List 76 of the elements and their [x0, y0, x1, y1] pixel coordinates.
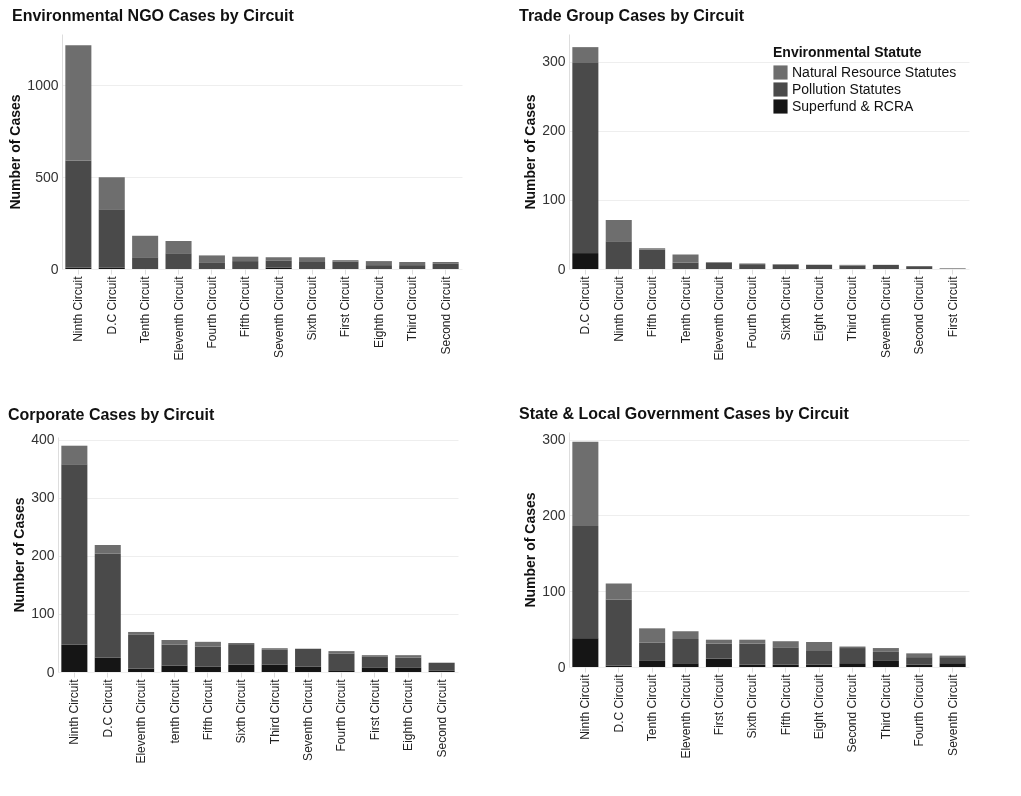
y-tick-label: 300	[31, 489, 55, 506]
x-tick-label: Sixth Circuit	[778, 275, 793, 341]
x-tick-label: Eleventh Circuit	[171, 275, 186, 361]
x-tick-label: Fifth Circuit	[778, 673, 793, 736]
x-tick-label: D.C Circuit	[578, 275, 593, 335]
x-tick-label: Fifth Circuit	[238, 275, 253, 338]
x-tick-label: D.C Circuit	[611, 673, 626, 733]
chart-title: Environmental NGO Cases by Circuit	[12, 7, 295, 24]
x-tick-label: Ninth Circuit	[578, 673, 593, 740]
y-tick-label: 200	[542, 122, 566, 139]
y-tick-label: 300	[542, 53, 566, 70]
x-tick-label: Tenth Circuit	[138, 275, 153, 344]
x-tick-label: Eleventh Circuit	[678, 673, 693, 759]
y-tick-label: 300	[542, 431, 566, 448]
x-tick-label: Seventh Circuit	[878, 275, 893, 358]
y-tick-label: 1000	[27, 76, 59, 93]
chart-title: Corporate Cases by Circuit	[8, 405, 215, 423]
x-tick-label: Eighth Circuit	[371, 275, 386, 348]
legend-label: Superfund & RCRA	[792, 97, 915, 114]
x-tick-label: Second Circuit	[912, 275, 927, 355]
x-tick-label: D.C Circuit	[104, 275, 119, 335]
x-tick-label: Second Circuit	[438, 275, 453, 355]
legend-title: Environmental Statute	[773, 44, 922, 60]
x-tick-label: Ninth Circuit	[67, 678, 82, 745]
x-tick-label: Fourth Circuit	[912, 673, 927, 747]
y-tick-label: 400	[31, 431, 55, 448]
x-tick-label: First Circuit	[945, 275, 960, 338]
x-tick-label: Tenth Circuit	[645, 673, 660, 742]
x-tick-label: tenth Circuit	[167, 678, 182, 744]
y-axis-title: Number of Cases	[7, 94, 24, 210]
x-tick-label: Third Circuit	[845, 275, 860, 342]
y-tick-label: 100	[31, 605, 55, 622]
x-tick-label: Eighth Circuit	[401, 678, 416, 751]
x-tick-label: Eleventh Circuit	[134, 678, 149, 764]
x-tick-label: Third Circuit	[405, 275, 420, 342]
x-tick-label: Fourth Circuit	[334, 678, 349, 752]
x-tick-label: Ninth Circuit	[71, 275, 86, 342]
y-tick-label: 100	[542, 582, 566, 599]
y-tick-label: 500	[35, 168, 59, 185]
x-tick-label: Ninth Circuit	[611, 275, 626, 342]
y-tick-label: 0	[46, 663, 55, 680]
x-tick-label: Fifth Circuit	[200, 678, 215, 741]
y-axis-title: Number of Cases	[522, 492, 539, 608]
x-tick-label: Fifth Circuit	[645, 275, 660, 338]
y-axis-title: Number of Cases	[522, 94, 539, 210]
x-tick-label: First Circuit	[711, 673, 726, 736]
x-tick-label: Fourth Circuit	[204, 275, 219, 349]
y-tick-label: 0	[557, 260, 566, 277]
x-tick-label: Eight Circuit	[812, 275, 827, 342]
x-tick-label: Tenth Circuit	[678, 275, 693, 344]
x-tick-label: Eleventh Circuit	[711, 275, 726, 361]
x-tick-label: Second Circuit	[434, 678, 449, 758]
y-tick-label: 0	[557, 658, 566, 675]
y-tick-label: 100	[542, 191, 566, 208]
y-axis-title: Number of Cases	[11, 497, 28, 613]
y-tick-label: 200	[542, 506, 566, 523]
x-tick-label: Second Circuit	[845, 673, 860, 753]
x-tick-label: Third Circuit	[267, 678, 282, 745]
x-tick-label: D.C Circuit	[100, 678, 115, 738]
chart-title: Trade Group Cases by Circuit	[519, 7, 745, 24]
x-tick-label: Sixth Circuit	[745, 673, 760, 739]
x-tick-label: Seventh Circuit	[301, 678, 316, 761]
chart-title: State & Local Government Cases by Circuit	[519, 405, 850, 422]
x-tick-label: First Circuit	[367, 678, 382, 741]
x-tick-label: Third Circuit	[878, 673, 893, 740]
x-tick-label: Sixth Circuit	[234, 678, 249, 744]
x-tick-label: Eight Circuit	[812, 673, 827, 740]
legend-label: Pollution Statutes	[792, 80, 901, 97]
x-tick-label: First Circuit	[338, 275, 353, 338]
y-tick-label: 0	[50, 260, 59, 277]
x-tick-label: Sixth Circuit	[305, 275, 320, 341]
x-tick-label: Seventh Circuit	[271, 275, 286, 358]
y-tick-label: 200	[31, 547, 55, 564]
x-tick-label: Fourth Circuit	[745, 275, 760, 349]
x-tick-label: Seventh Circuit	[945, 673, 960, 756]
legend-label: Natural Resource Statutes	[792, 63, 957, 80]
